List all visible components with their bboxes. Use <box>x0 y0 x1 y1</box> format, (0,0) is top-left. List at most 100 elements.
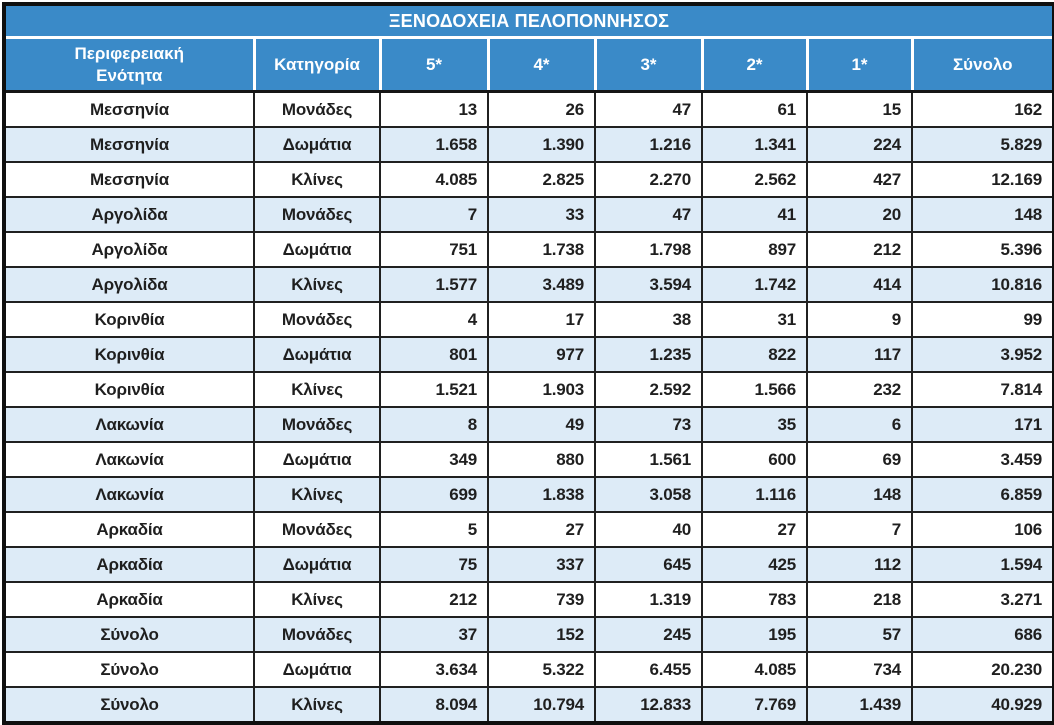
category-cell: Δωμάτια <box>253 126 381 163</box>
value-cell: 1.738 <box>487 231 596 268</box>
value-cell: 1.319 <box>594 581 703 618</box>
value-cell: 20.230 <box>910 651 1054 688</box>
category-cell: Μονάδες <box>253 406 381 443</box>
table-row: Μεσσηνία Κλίνες 4.085 2.825 2.270 2.562 427 12.… <box>3 161 1054 198</box>
value-cell: 3.594 <box>594 266 703 303</box>
region-cell: Αργολίδα <box>3 231 255 268</box>
region-cell: Σύνολο <box>3 651 255 688</box>
value-cell: 47 <box>594 90 703 128</box>
value-cell: 195 <box>701 616 808 653</box>
value-cell: 1.742 <box>701 266 808 303</box>
value-cell: 7.769 <box>701 686 808 724</box>
value-cell: 783 <box>701 581 808 618</box>
value-cell: 75 <box>379 546 489 583</box>
category-cell: Κλίνες <box>253 266 381 303</box>
table-row: Σύνολο Δωμάτια 3.634 5.322 6.455 4.085 734 20.2… <box>3 651 1054 688</box>
category-cell: Μονάδες <box>253 90 381 128</box>
value-cell: 2.592 <box>594 371 703 408</box>
category-cell: Δωμάτια <box>253 231 381 268</box>
value-cell: 7 <box>806 511 913 548</box>
value-cell: 734 <box>806 651 913 688</box>
value-cell: 3.634 <box>379 651 489 688</box>
table-row: Κορινθία Μονάδες 4 17 38 31 9 99 <box>3 301 1054 338</box>
category-cell: Δωμάτια <box>253 546 381 583</box>
value-cell: 349 <box>379 441 489 478</box>
category-cell: Δωμάτια <box>253 651 381 688</box>
value-cell: 6.455 <box>594 651 703 688</box>
value-cell: 751 <box>379 231 489 268</box>
column-header-category: Κατηγορία <box>252 36 382 93</box>
column-header-region: Περιφερειακή Ενότητα <box>2 36 256 93</box>
value-cell: 162 <box>910 90 1054 128</box>
region-cell: Λακωνία <box>3 406 255 443</box>
value-cell: 8.094 <box>379 686 489 724</box>
value-cell: 645 <box>594 546 703 583</box>
value-cell: 224 <box>806 126 913 163</box>
value-cell: 212 <box>806 231 913 268</box>
column-header-3star: 3* <box>593 36 704 93</box>
value-cell: 1.798 <box>594 231 703 268</box>
value-cell: 40 <box>594 511 703 548</box>
table-row: Λακωνία Κλίνες 699 1.838 3.058 1.116 148 6.859 <box>3 476 1054 513</box>
value-cell: 12.833 <box>594 686 703 724</box>
value-cell: 2.825 <box>487 161 596 198</box>
column-header-4star: 4* <box>486 36 597 93</box>
region-cell: Αρκαδία <box>3 511 255 548</box>
value-cell: 880 <box>487 441 596 478</box>
value-cell: 148 <box>806 476 913 513</box>
value-cell: 600 <box>701 441 808 478</box>
value-cell: 3.058 <box>594 476 703 513</box>
value-cell: 245 <box>594 616 703 653</box>
value-cell: 739 <box>487 581 596 618</box>
column-header-2star: 2* <box>700 36 809 93</box>
value-cell: 977 <box>487 336 596 373</box>
value-cell: 6.859 <box>910 476 1054 513</box>
value-cell: 49 <box>487 406 596 443</box>
value-cell: 1.116 <box>701 476 808 513</box>
category-cell: Μονάδες <box>253 301 381 338</box>
value-cell: 232 <box>806 371 913 408</box>
value-cell: 152 <box>487 616 596 653</box>
value-cell: 6 <box>806 406 913 443</box>
value-cell: 4.085 <box>701 651 808 688</box>
region-cell: Σύνολο <box>3 686 255 724</box>
value-cell: 27 <box>701 511 808 548</box>
region-cell: Λακωνία <box>3 476 255 513</box>
value-cell: 1.903 <box>487 371 596 408</box>
value-cell: 1.439 <box>806 686 913 724</box>
value-cell: 1.235 <box>594 336 703 373</box>
value-cell: 212 <box>379 581 489 618</box>
category-cell: Δωμάτια <box>253 336 381 373</box>
value-cell: 99 <box>910 301 1054 338</box>
value-cell: 12.169 <box>910 161 1054 198</box>
table-row: Κορινθία Κλίνες 1.521 1.903 2.592 1.566 232 7.8… <box>3 371 1054 408</box>
table-row: Λακωνία Μονάδες 8 49 73 35 6 171 <box>3 406 1054 443</box>
value-cell: 26 <box>487 90 596 128</box>
value-cell: 38 <box>594 301 703 338</box>
header-row: Περιφερειακή Ενότητα Κατηγορία 5* 4* 3* … <box>2 36 1054 93</box>
value-cell: 337 <box>487 546 596 583</box>
table-row: Αρκαδία Μονάδες 5 27 40 27 7 106 <box>3 511 1054 548</box>
value-cell: 4.085 <box>379 161 489 198</box>
category-cell: Μονάδες <box>253 511 381 548</box>
value-cell: 106 <box>910 511 1054 548</box>
category-cell: Κλίνες <box>253 686 381 724</box>
value-cell: 5.396 <box>910 231 1054 268</box>
value-cell: 425 <box>701 546 808 583</box>
table-title: ΞΕΝΟΔΟΧΕΙΑ ΠΕΛΟΠΟΝΝΗΣΟΣ <box>4 4 1054 39</box>
value-cell: 17 <box>487 301 596 338</box>
value-cell: 1.594 <box>910 546 1054 583</box>
value-cell: 1.216 <box>594 126 703 163</box>
table-row: Αργολίδα Δωμάτια 751 1.738 1.798 897 212 5.396 <box>3 231 1054 268</box>
value-cell: 37 <box>379 616 489 653</box>
table-row: Σύνολο Μονάδες 37 152 245 195 57 686 <box>3 616 1054 653</box>
region-cell: Σύνολο <box>3 616 255 653</box>
value-cell: 4 <box>379 301 489 338</box>
category-cell: Μονάδες <box>253 616 381 653</box>
region-cell: Κορινθία <box>3 301 255 338</box>
value-cell: 3.271 <box>910 581 1054 618</box>
region-cell: Μεσσηνία <box>3 161 255 198</box>
value-cell: 699 <box>379 476 489 513</box>
